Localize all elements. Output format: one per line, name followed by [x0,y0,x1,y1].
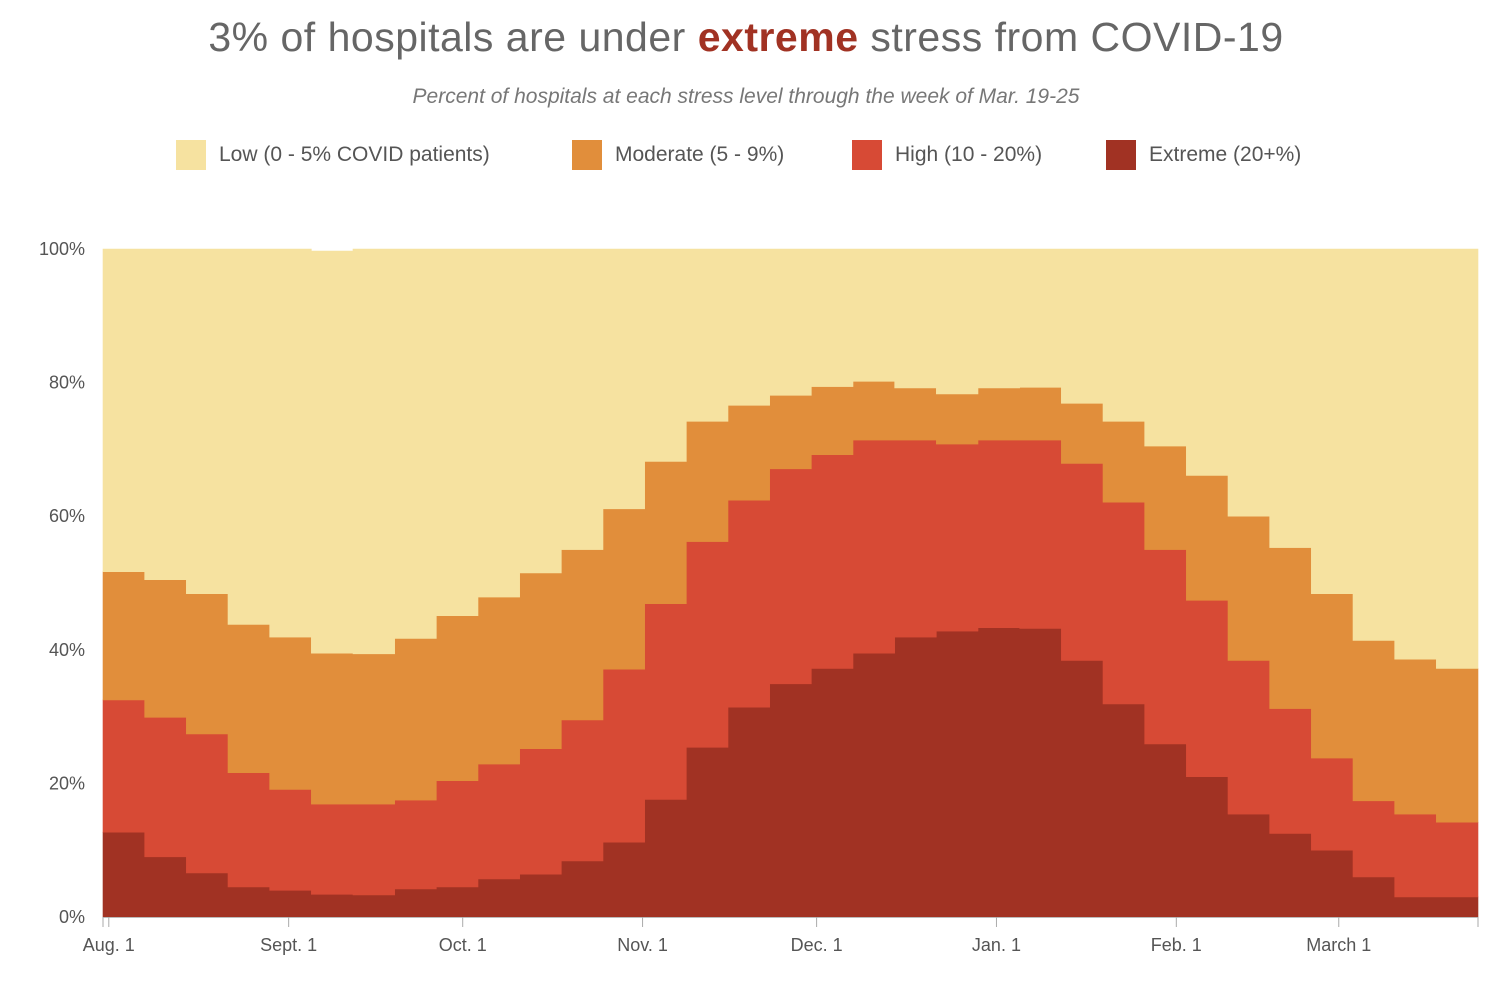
legend-item-low: Low (0 - 5% COVID patients) [176,138,490,172]
y-tick-label: 40% [49,640,85,660]
y-tick-label: 60% [49,506,85,526]
legend-label-moderate: Moderate (5 - 9%) [615,143,785,166]
legend-swatch-high [852,140,882,170]
y-axis: 0% 20% 40% 60% 80% 100% [39,239,85,927]
legend-item-high: High (10 - 20%) [852,138,1042,172]
x-tick-label: Sept. 1 [260,935,317,955]
title-suffix: stress from COVID-19 [858,14,1284,60]
chart-legend: Low (0 - 5% COVID patients) Moderate (5 … [0,138,1492,172]
area-low [102,248,1479,669]
legend-swatch-moderate [572,140,602,170]
x-tick-label: Dec. 1 [791,935,843,955]
legend-swatch-low [176,140,206,170]
x-tick-label: Jan. 1 [972,935,1021,955]
x-tick-label: March 1 [1306,935,1371,955]
y-tick-label: 100% [39,239,85,259]
legend-item-extreme: Extreme (20+%) [1106,138,1301,172]
y-tick-label: 0% [59,907,85,927]
x-tick-label: Oct. 1 [439,935,487,955]
y-tick-label: 20% [49,773,85,793]
x-axis: Aug. 1 Sept. 1 Oct. 1 Nov. 1 Dec. 1 Jan. 1 Feb… [83,917,1479,955]
chart-subtitle: Percent of hospitals at each stress leve… [412,85,1080,108]
title-highlight: extreme [697,14,859,60]
x-tick-label: Feb. 1 [1151,935,1202,955]
legend-swatch-extreme [1106,140,1136,170]
legend-item-moderate: Moderate (5 - 9%) [572,138,784,172]
y-tick-label: 80% [49,373,85,393]
chart-title: 3% of hospitals are under extreme stress… [0,14,1492,61]
chart-areas [102,248,1479,918]
legend-label-high: High (10 - 20%) [895,143,1043,166]
title-prefix: 3% of hospitals are under [208,14,698,60]
x-tick-label: Nov. 1 [617,935,668,955]
x-tick-label: Aug. 1 [83,935,135,955]
legend-label-extreme: Extreme (20+%) [1149,143,1302,166]
legend-label-low: Low (0 - 5% COVID patients) [219,143,490,166]
